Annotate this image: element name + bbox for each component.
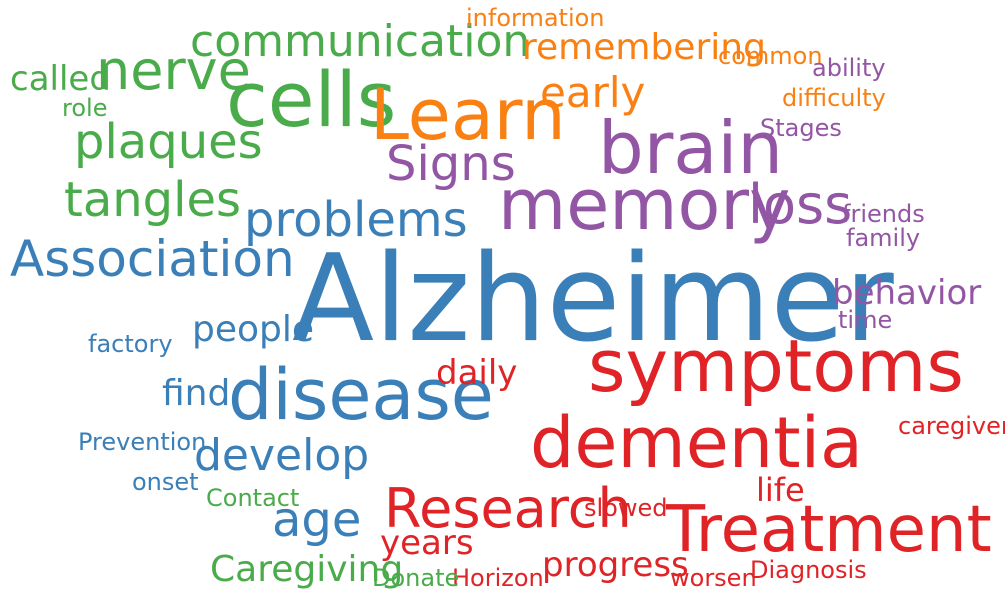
word-years: years [380, 523, 474, 563]
word-information: information [466, 4, 605, 32]
word-worsen: worsen [670, 564, 757, 592]
word-brain: brain [598, 106, 784, 190]
word-onset: onset [132, 468, 199, 496]
word-develop: develop [194, 430, 370, 481]
word-prevention: Prevention [78, 428, 207, 456]
word-problems: problems [244, 192, 468, 248]
word-dementia: dementia [530, 402, 863, 484]
word-tangles: tangles [64, 172, 241, 228]
word-ability: ability [812, 54, 886, 82]
word-diagnosis: Diagnosis [750, 556, 867, 584]
word-early: early [540, 68, 646, 117]
word-donate: Donate [372, 564, 460, 592]
word-memory: memory [498, 164, 791, 246]
word-role: role [62, 94, 108, 122]
word-nerve: nerve [96, 39, 251, 102]
word-progress: progress [542, 545, 689, 585]
word-difficulty: difficulty [782, 84, 886, 112]
word-daily: daily [436, 353, 518, 393]
word-common: common [718, 42, 823, 70]
word-signs: Signs [386, 136, 516, 192]
word-family: family [846, 224, 921, 252]
word-cells: cells [226, 55, 397, 144]
word-association: Association [10, 230, 295, 288]
word-called: called [10, 59, 111, 99]
word-treatment: Treatment [666, 493, 992, 567]
word-communication: communication [190, 16, 531, 67]
word-alzheimer: Alzheimer [292, 230, 894, 369]
word-time: time [838, 306, 893, 334]
word-loss: loss [748, 173, 853, 236]
word-factory: factory [88, 330, 173, 358]
word-remembering: remembering [522, 27, 766, 68]
word-caregiver: caregiver [898, 412, 1005, 440]
word-behavior: behavior [832, 273, 982, 313]
word-stages: Stages [760, 114, 842, 142]
word-slowed: slowed [584, 494, 668, 522]
word-find: find [162, 373, 231, 414]
word-caregiving: Caregiving [210, 549, 404, 590]
word-disease: disease [228, 354, 494, 436]
word-people: people [192, 309, 315, 350]
word-horizon: Horizon [452, 564, 544, 592]
word-age: age [272, 492, 362, 548]
word-plaques: plaques [74, 114, 263, 170]
word-research: Research [384, 477, 632, 540]
word-life: life [756, 471, 805, 509]
word-symptoms: symptoms [588, 324, 964, 408]
word-learn: Learn [370, 74, 566, 156]
word-friends: friends [842, 200, 925, 228]
word-contact: Contact [206, 484, 300, 512]
